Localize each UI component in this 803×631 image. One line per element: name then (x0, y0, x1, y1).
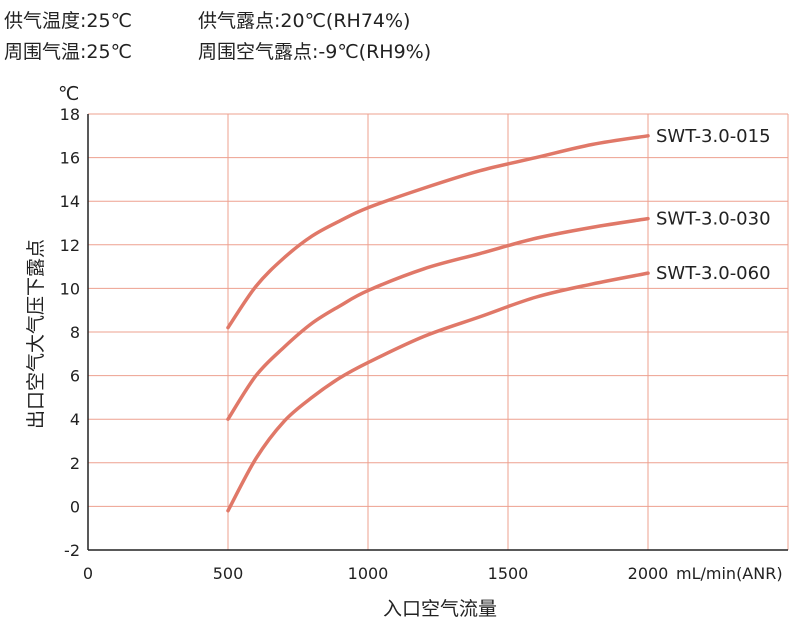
series-line-swt-3.0-030 (226, 216, 650, 421)
y-tick-label: 4 (70, 410, 80, 429)
x-axis-label: 入口空气流量 (383, 598, 497, 620)
supply-temp-text: 供气温度:25℃ (4, 10, 132, 32)
series-line-swt-3.0-060 (226, 271, 650, 513)
y-tick-label: 0 (70, 497, 80, 516)
x-tick-label: 0 (83, 564, 93, 583)
ambient-dewpoint-text: 周围空气露点:-9℃(RH9%) (198, 41, 432, 63)
series-line-swt-3.0-015 (226, 134, 650, 330)
x-tick-label: 1000 (348, 564, 389, 583)
y-unit-label: ℃ (58, 83, 79, 105)
y-tick-label: 14 (60, 192, 80, 211)
y-tick-label: 16 (60, 149, 80, 168)
series-label: SWT-3.0-030 (656, 209, 771, 230)
series-label: SWT-3.0-060 (656, 263, 771, 284)
axes (87, 114, 788, 551)
series-label: SWT-3.0-015 (656, 126, 771, 147)
y-tick-label: 6 (70, 367, 80, 386)
series-lines: SWT-3.0-015 SWT-3.0-030 SWT-3.0-060 (226, 126, 771, 513)
y-tick-label: 18 (60, 105, 80, 124)
y-tick-label: 12 (60, 236, 80, 255)
x-tick-label: 1500 (488, 564, 529, 583)
x-tick-label: 500 (213, 564, 244, 583)
x-unit-label: mL/min(ANR) (676, 564, 783, 583)
ambient-temp-text: 周围气温:25℃ (4, 41, 132, 63)
y-tick-label: 10 (60, 279, 80, 298)
y-tick-label: 2 (70, 454, 80, 473)
y-axis-label: 出口空气大气压下露点 (25, 239, 47, 429)
y-tick-label: 8 (70, 323, 80, 342)
x-tick-label: 2000 (628, 564, 669, 583)
supply-dewpoint-text: 供气露点:20℃(RH74%) (198, 10, 411, 32)
y-tick-label: -2 (64, 541, 80, 560)
